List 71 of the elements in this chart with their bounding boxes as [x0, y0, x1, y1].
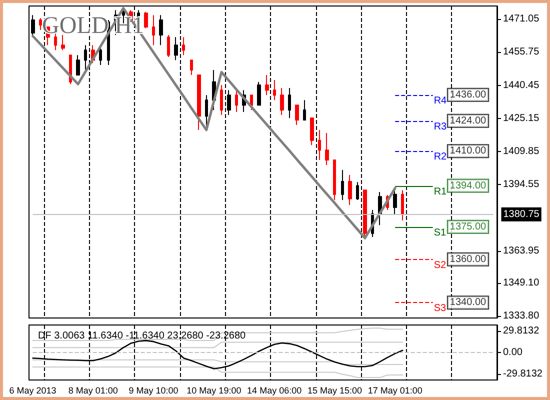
candlestick	[84, 44, 87, 71]
ref-line-label: 1380.75	[503, 208, 540, 220]
ref-line-label: R3	[434, 121, 448, 132]
candlestick	[333, 160, 336, 201]
y-tick-label: -29.8132	[503, 368, 543, 380]
y-tick-label: 1440.45	[503, 80, 540, 91]
candlestick	[356, 182, 359, 201]
candlestick	[310, 118, 314, 146]
candlestick	[197, 74, 201, 130]
ref-line-label: S2	[434, 260, 447, 271]
annotation: 1375.00	[450, 221, 487, 232]
candlestick	[190, 60, 193, 76]
candlestick	[144, 12, 148, 29]
x-tick-label: 9 May 10:00	[128, 386, 178, 396]
y-tick-label: 1349.10	[503, 277, 540, 288]
candlestick	[295, 104, 299, 126]
y-tick-label: 29.8132	[503, 325, 540, 336]
annotation: 1340.00	[450, 297, 487, 308]
y-tick-label: 0.00	[503, 347, 523, 358]
y-tick-label: 1333.80	[503, 310, 540, 322]
x-tick-label: 6 May 2013	[9, 386, 56, 396]
ref-line-label: R2	[434, 152, 448, 163]
y-tick-label: 1425.15	[503, 112, 540, 124]
ref-line-label: R4	[434, 95, 448, 106]
line-series	[32, 366, 404, 378]
text: DF 3.0063 11.6340 -11.6340 23.2680 -23.2680	[38, 330, 246, 342]
candlestick	[182, 36, 185, 56]
candlestick	[288, 87, 291, 119]
y-tick-label: 1455.75	[503, 46, 540, 58]
candlestick	[265, 74, 269, 96]
candlestick	[250, 94, 253, 111]
x-tick-label: 15 May 15:00	[307, 386, 362, 396]
annotation: 1360.00	[450, 254, 487, 265]
ref-line-label: S3	[434, 303, 447, 314]
candlestick	[273, 79, 276, 101]
candlestick	[220, 84, 223, 116]
line-series	[32, 6, 396, 240]
y-tick-label: 1471.05	[503, 14, 540, 25]
candlestick	[152, 14, 155, 46]
annotation: 1410.00	[450, 146, 487, 157]
candlestick	[348, 174, 352, 206]
candlestick	[61, 34, 65, 51]
candlestick	[363, 190, 367, 239]
candlestick	[280, 87, 284, 116]
candlestick	[39, 18, 42, 31]
annotation: 1436.00	[450, 89, 487, 100]
x-tick-label: 17 May 01:00	[368, 386, 422, 396]
line-series	[32, 328, 404, 342]
x-tick-label: 10 May 19:00	[186, 386, 242, 396]
candlestick	[167, 34, 170, 58]
ref-line-label: S1	[434, 227, 447, 238]
candlestick	[341, 169, 344, 201]
y-tick-label: 1409.85	[503, 146, 540, 157]
y-tick-label: 1394.55	[503, 179, 540, 190]
candlestick	[303, 100, 306, 121]
candlestick	[31, 14, 35, 36]
candlestick	[325, 132, 329, 166]
candlestick	[401, 190, 404, 221]
annotation: 1424.00	[450, 115, 487, 126]
candlestick	[257, 81, 261, 106]
candlestick	[235, 90, 238, 112]
annotation: 1394.00	[450, 180, 487, 192]
ref-line-label: R1	[434, 186, 448, 198]
candlestick	[318, 129, 321, 161]
candlestick	[76, 54, 80, 76]
candlestick	[159, 14, 163, 46]
x-tick-label: 14 May 06:00	[247, 386, 302, 396]
candlestick	[99, 48, 102, 66]
candlestick	[174, 36, 178, 61]
y-tick-label: 1363.95	[503, 245, 540, 256]
x-tick-label: 8 May 01:00	[68, 386, 118, 396]
